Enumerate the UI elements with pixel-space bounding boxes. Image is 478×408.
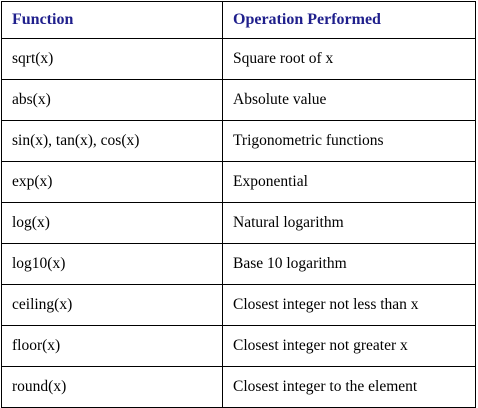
table-row: abs(x) Absolute value — [1, 79, 476, 121]
operation-cell: Closest integer not greater x — [222, 325, 476, 367]
table-row: log(x) Natural logarithm — [1, 202, 476, 244]
table-row: round(x) Closest integer to the element — [1, 366, 476, 408]
table-row: floor(x) Closest integer not greater x — [1, 325, 476, 367]
table-row: log10(x) Base 10 logarithm — [1, 243, 476, 285]
operation-cell: Natural logarithm — [222, 202, 476, 244]
operation-cell: Base 10 logarithm — [222, 243, 476, 285]
table-row: sqrt(x) Square root of x — [1, 38, 476, 80]
function-cell: exp(x) — [1, 161, 223, 203]
operation-cell: Closest integer not less than x — [222, 284, 476, 326]
operation-cell: Trigonometric functions — [222, 120, 476, 162]
function-cell: sqrt(x) — [1, 38, 223, 80]
function-cell: ceiling(x) — [1, 284, 223, 326]
header-operation-performed: Operation Performed — [222, 1, 476, 39]
operation-cell: Square root of x — [222, 38, 476, 80]
function-cell: log(x) — [1, 202, 223, 244]
table-row: sin(x), tan(x), cos(x) Trigonometric fun… — [1, 120, 476, 162]
operation-cell: Absolute value — [222, 79, 476, 121]
header-function: Function — [1, 1, 223, 39]
table-row: ceiling(x) Closest integer not less than… — [1, 284, 476, 326]
function-cell: floor(x) — [1, 325, 223, 367]
function-cell: round(x) — [1, 366, 223, 408]
function-cell: sin(x), tan(x), cos(x) — [1, 120, 223, 162]
table-header-row: Function Operation Performed — [1, 1, 476, 39]
table-row: exp(x) Exponential — [1, 161, 476, 203]
function-cell: log10(x) — [1, 243, 223, 285]
function-cell: abs(x) — [1, 79, 223, 121]
operation-cell: Closest integer to the element — [222, 366, 476, 408]
operation-cell: Exponential — [222, 161, 476, 203]
